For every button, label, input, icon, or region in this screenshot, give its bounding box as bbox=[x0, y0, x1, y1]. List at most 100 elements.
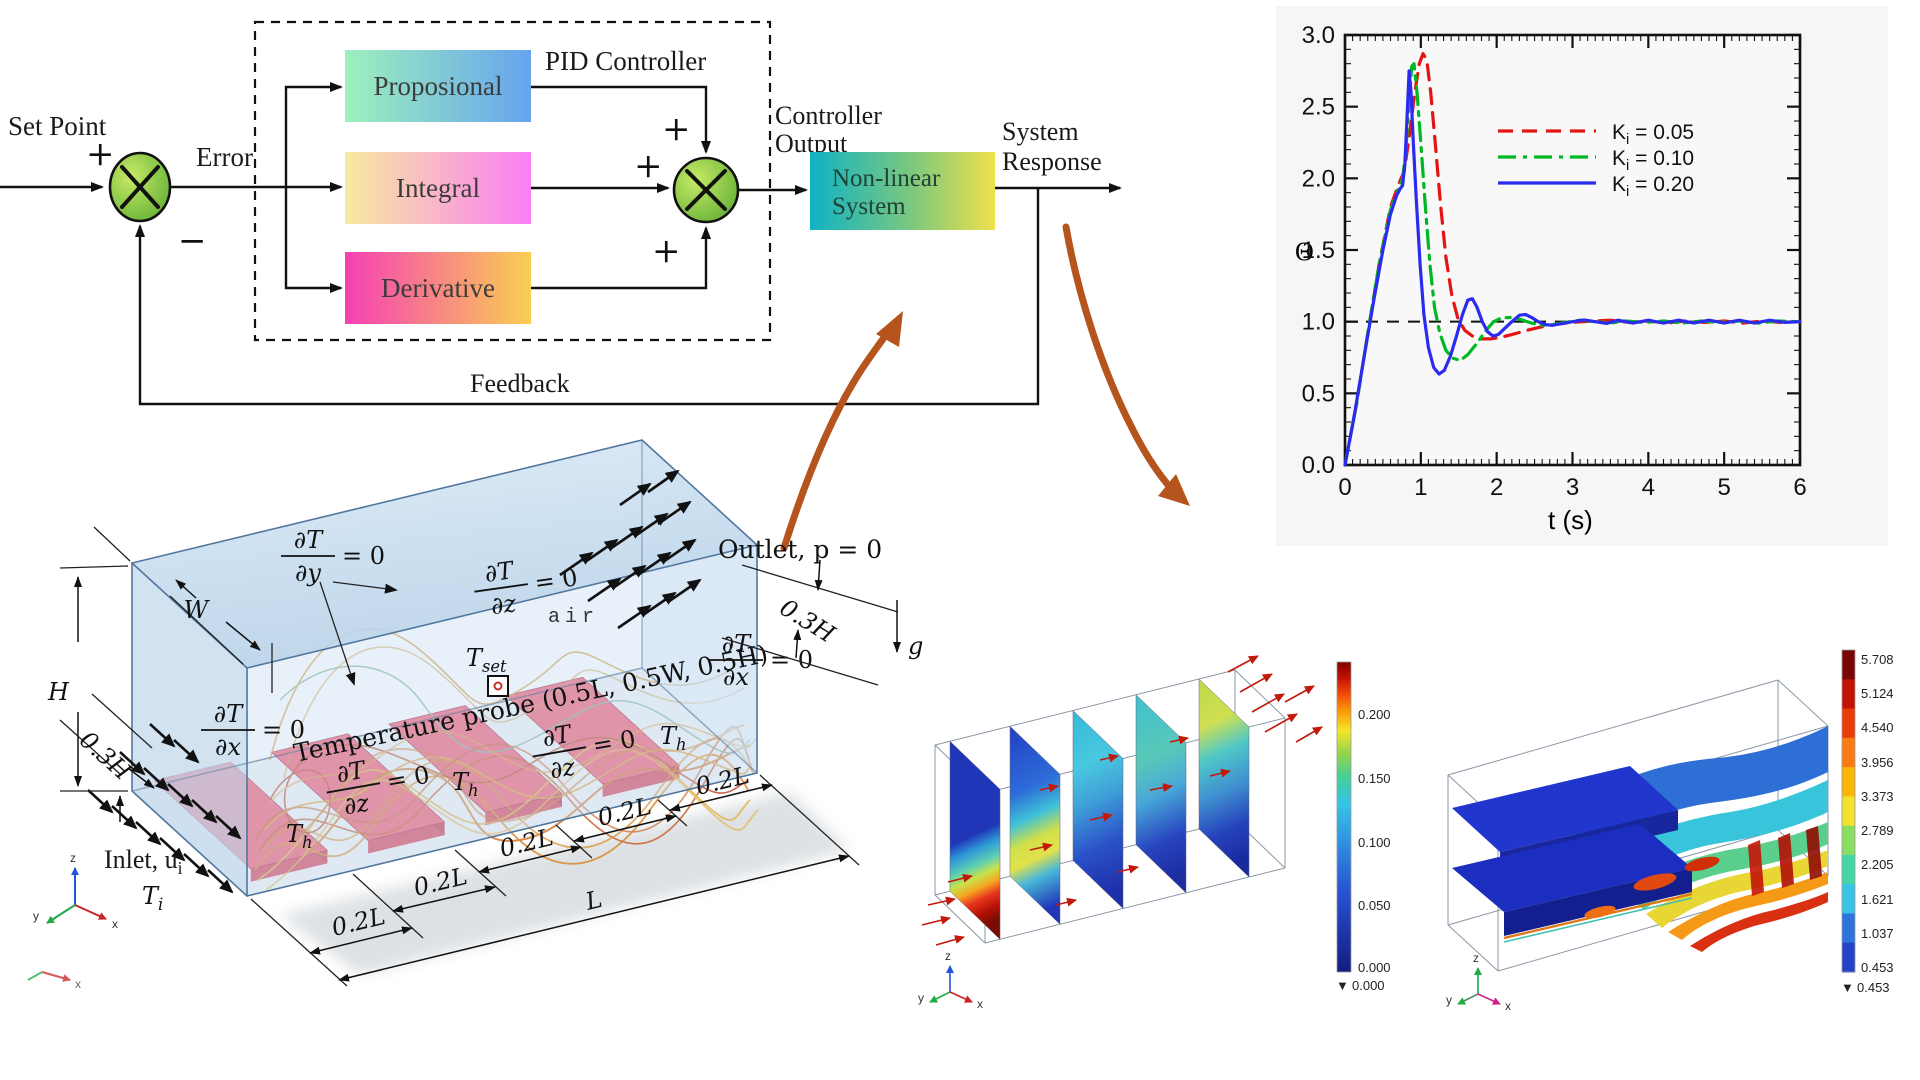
iso-colorband bbox=[1842, 854, 1855, 885]
nonlinear-system-label-1: Non-linear bbox=[832, 165, 941, 192]
chart-y-tick: 1.5 bbox=[1302, 237, 1335, 264]
chart-x-tick: 3 bbox=[1566, 474, 1579, 501]
box-front-face bbox=[247, 545, 757, 896]
dim-L: L bbox=[582, 885, 605, 916]
slice-plane-3 bbox=[1072, 709, 1124, 910]
svg-text:= 0: = 0 bbox=[262, 716, 305, 744]
svg-text:∂T: ∂T bbox=[214, 700, 244, 728]
outlet-label: Outlet, p = 0 bbox=[718, 535, 882, 564]
iso-triad-z: z bbox=[1473, 951, 1479, 965]
slice-plot-colorbar: 0.200 0.150 0.100 0.050 0.000 ▼ 0.000 bbox=[1336, 661, 1391, 993]
legend-label: Ki = 0.10 bbox=[1612, 147, 1694, 174]
chart-y-tick: 2.5 bbox=[1302, 94, 1335, 121]
chart-y-tick: 0.5 bbox=[1302, 380, 1335, 407]
feedback-label: Feedback bbox=[470, 369, 570, 398]
air-label: air bbox=[548, 606, 599, 629]
proportional-block-label: Proposional bbox=[373, 71, 502, 101]
th-label-3: Th bbox=[660, 722, 687, 754]
cfd-domain-schematic: ∂T ∂y = 0 ∂T ∂z = 0 ∂T ∂x = 0 ∂T ∂x = 0 … bbox=[27, 439, 923, 991]
chart-x-tick: 1 bbox=[1414, 474, 1427, 501]
chart-y-tick: 1.0 bbox=[1302, 309, 1335, 336]
dim-H: H bbox=[47, 678, 70, 706]
probe-marker-dot bbox=[493, 681, 503, 691]
inlet-arrows bbox=[87, 723, 242, 894]
box-left-face bbox=[132, 563, 247, 896]
integral-block-label: Integral bbox=[396, 173, 480, 203]
svg-text:∂y: ∂y bbox=[295, 559, 321, 587]
svg-text:= 0: = 0 bbox=[533, 563, 579, 597]
chart-xlabel: t (s) bbox=[1548, 505, 1593, 535]
summing-junction-2 bbox=[672, 156, 740, 224]
iso-cb-label-7: 1.621 bbox=[1861, 892, 1894, 907]
slice-plane-1 bbox=[949, 740, 1001, 940]
chart-y-tick: 2.0 bbox=[1302, 165, 1335, 192]
probe-marker-square bbox=[487, 675, 509, 697]
feedback-line bbox=[135, 188, 1040, 406]
iso-triad-y: y bbox=[1446, 993, 1452, 1007]
arrow-to-slice-plot bbox=[780, 320, 898, 552]
plus-sign-proportional: + bbox=[662, 109, 691, 149]
bc-dTdy-label: ∂T ∂y = 0 bbox=[281, 526, 385, 587]
svg-text:= 0: = 0 bbox=[342, 542, 385, 570]
mid-cb-label-2: 0.100 bbox=[1358, 835, 1391, 850]
triad-z-label: z bbox=[70, 851, 76, 865]
bc-dTdz-top-label: ∂T ∂z = 0 bbox=[474, 556, 579, 620]
iso-colorband bbox=[1842, 913, 1855, 944]
iso-colorband bbox=[1842, 650, 1855, 680]
svg-text:∂T: ∂T bbox=[294, 526, 324, 554]
mid-cb-label-4: 0.000 bbox=[1358, 960, 1391, 975]
summing-junction-1 bbox=[108, 151, 172, 223]
plus-sign-derivative: + bbox=[652, 231, 681, 271]
slice-plane-2 bbox=[1009, 725, 1061, 925]
iso-cb-label-3: 3.956 bbox=[1861, 755, 1894, 770]
t-set-label: Tset bbox=[466, 644, 507, 676]
iso-colorband bbox=[1842, 737, 1855, 768]
iso-cb-label-2: 4.540 bbox=[1861, 720, 1894, 735]
chart-y-tick: 3.0 bbox=[1302, 22, 1335, 49]
isosurfaces bbox=[1452, 726, 1828, 952]
mid-cb-label-3: 0.050 bbox=[1358, 898, 1391, 913]
annotation-arrows bbox=[780, 223, 1190, 552]
outlet-arrows bbox=[559, 469, 702, 630]
mid-cb-min-marker: ▼ bbox=[1336, 978, 1349, 993]
iso-colorband bbox=[1842, 825, 1855, 856]
svg-text:∂x: ∂x bbox=[215, 733, 241, 761]
plus-sign-integral: + bbox=[634, 146, 663, 186]
iso-cb-label-5: 2.789 bbox=[1861, 823, 1894, 838]
slice-plot-velocity-arrows bbox=[921, 655, 1323, 946]
triad-y-label: y bbox=[33, 909, 39, 923]
cfd-axis-triad-partial: x bbox=[27, 971, 81, 991]
iso-colorband bbox=[1842, 942, 1855, 973]
chart-x-tick: 2 bbox=[1490, 474, 1503, 501]
legend-label: Ki = 0.20 bbox=[1612, 173, 1694, 200]
branch-to-proportional bbox=[284, 82, 343, 187]
bc-dTdy-leader-top bbox=[332, 581, 398, 594]
iso-cb-label-6: 2.205 bbox=[1861, 857, 1894, 872]
svg-text:∂z: ∂z bbox=[548, 753, 578, 785]
slice-plot-axis-triad: z y x bbox=[918, 949, 983, 1011]
th-label-1: Th bbox=[286, 820, 313, 852]
arrow-to-iso-plot-head bbox=[1158, 474, 1190, 506]
iso-cb-min-value: 0.453 bbox=[1857, 980, 1890, 995]
iso-cb-label-4: 3.373 bbox=[1861, 789, 1894, 804]
iso-colorband bbox=[1842, 884, 1855, 915]
iso-plot: 5.708 5.124 4.540 3.956 3.373 2.789 2.20… bbox=[1446, 649, 1894, 1013]
minus-sign-feedback: − bbox=[178, 221, 207, 261]
iso-plot-colorbar: 5.708 5.124 4.540 3.956 3.373 2.789 2.20… bbox=[1841, 649, 1894, 995]
bc-dTdz-floor1-label: ∂T ∂z = 0 bbox=[326, 756, 432, 821]
derivative-block bbox=[345, 252, 531, 324]
iso-cb-min-marker: ▼ bbox=[1841, 980, 1854, 995]
nonlinear-system-block bbox=[810, 152, 995, 230]
system-response-label-2: Response bbox=[1002, 147, 1102, 176]
triad-x-label-2: x bbox=[75, 977, 81, 991]
chart-ylabel: Θ bbox=[1295, 237, 1314, 266]
iso-cb-label-0: 5.708 bbox=[1861, 652, 1894, 667]
dim-W: W bbox=[184, 596, 211, 624]
mid-cb-min-value: 0.000 bbox=[1352, 978, 1385, 993]
svg-text:∂z: ∂z bbox=[342, 789, 372, 821]
pid-controller-title: PID Controller bbox=[545, 46, 706, 76]
nonlinear-system-label-2: System bbox=[832, 193, 906, 220]
arrow-to-slice-plot-head bbox=[876, 311, 903, 347]
dim-03H-left: 0.3H bbox=[74, 726, 137, 787]
mid-cb-label-0: 0.200 bbox=[1358, 707, 1391, 722]
